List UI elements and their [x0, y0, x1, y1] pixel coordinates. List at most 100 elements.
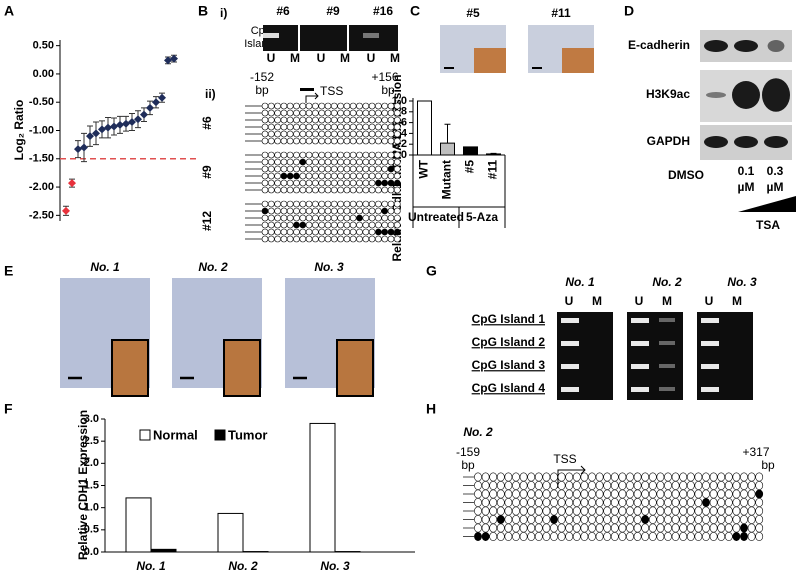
cpg-site [504, 514, 513, 524]
cpg-site [717, 523, 726, 533]
gel-lane-label: U [267, 51, 276, 65]
cpg-site [474, 514, 482, 524]
cpg-site [324, 109, 332, 117]
cpg-site [717, 531, 726, 541]
cpg-site [324, 165, 332, 173]
cpg-site [356, 221, 363, 229]
cpg-site [305, 165, 313, 173]
cpg-site [580, 497, 589, 507]
cpg-site [648, 514, 657, 524]
point [140, 110, 148, 119]
cpg-site [375, 158, 382, 166]
cpg-site [580, 514, 589, 524]
cpg-site [337, 137, 344, 145]
cpg-site [362, 165, 370, 173]
bar [417, 100, 432, 156]
cpg-site [740, 480, 748, 490]
cpg-site [330, 158, 338, 166]
cpg-site [299, 102, 307, 110]
cpg-site [286, 158, 294, 166]
gel-band [561, 318, 579, 323]
cpg-site [299, 109, 307, 117]
cpg-site [330, 207, 338, 215]
cpg-site [343, 151, 351, 159]
cpg-site [387, 123, 395, 131]
cpg-site [679, 489, 688, 499]
cpg-site [641, 506, 650, 516]
cpg-site [565, 489, 574, 499]
cpg-site [504, 497, 513, 507]
blot-band [704, 40, 728, 52]
cpg-site [356, 102, 363, 110]
cpg-site [694, 523, 703, 533]
cpg-site [542, 497, 551, 507]
cpg-site [387, 158, 395, 166]
cpg-site [550, 480, 558, 490]
cpg-site [343, 123, 351, 131]
cpg-site [280, 214, 288, 222]
cpg-site [534, 514, 543, 524]
cpg-site [557, 506, 566, 516]
cpg-site [312, 172, 319, 180]
cpg-site [375, 207, 382, 215]
error-bar [490, 152, 497, 154]
error-bar [444, 123, 451, 144]
cpg-site [489, 480, 498, 490]
cpg-site [474, 497, 482, 507]
cpg-site [274, 214, 281, 222]
cpg-site [305, 151, 313, 159]
cpg-site [293, 130, 300, 138]
cpg-site [393, 179, 401, 187]
cpg-site [572, 472, 581, 482]
y-tick-label: 1.5 [84, 479, 99, 491]
cpg-site [293, 172, 300, 180]
cpg-site [387, 214, 395, 222]
cpg-site [519, 523, 528, 533]
cpg-site [318, 116, 326, 124]
cpg-site [755, 472, 764, 482]
patient-label: No. 3 [727, 275, 757, 289]
cpg-site [280, 102, 288, 110]
cpg-site [709, 472, 718, 482]
cpg-site [694, 506, 703, 516]
cpg-site [732, 497, 741, 507]
cpg-site [626, 497, 634, 507]
cpg-site [299, 116, 307, 124]
cpg-site [694, 472, 703, 482]
cpg-site [280, 130, 288, 138]
cpg-site [618, 514, 627, 524]
cpg-site [337, 165, 344, 173]
cpg-site [504, 472, 513, 482]
cpg-site [550, 514, 558, 524]
point [116, 120, 124, 129]
cpg-site [274, 165, 281, 173]
point [68, 179, 76, 188]
cpg-site [324, 137, 332, 145]
cpg-site [356, 130, 363, 138]
point [92, 129, 100, 138]
cpg-site [261, 116, 269, 124]
cpg-site [324, 228, 332, 236]
cpg-site [717, 506, 726, 516]
cpg-site [393, 214, 401, 222]
point [110, 122, 118, 131]
gel-band [701, 318, 719, 323]
cpg-site [299, 123, 307, 131]
cpg-site [747, 531, 756, 541]
gel-lane-label: M [290, 51, 300, 65]
cpg-site [610, 531, 619, 541]
cpg-site [312, 137, 319, 145]
gel-lane-label: M [340, 51, 350, 65]
cpg-site [381, 165, 389, 173]
point [164, 56, 172, 65]
cpg-site [610, 514, 619, 524]
cpg-site [362, 123, 370, 131]
cpg-site [343, 172, 351, 180]
cpg-site [633, 480, 642, 490]
cpg-site [280, 116, 288, 124]
cpg-site [588, 489, 596, 499]
ihc-inset [223, 339, 261, 397]
cpg-site [550, 472, 558, 482]
cpg-site [702, 480, 710, 490]
cpg-site [557, 514, 566, 524]
